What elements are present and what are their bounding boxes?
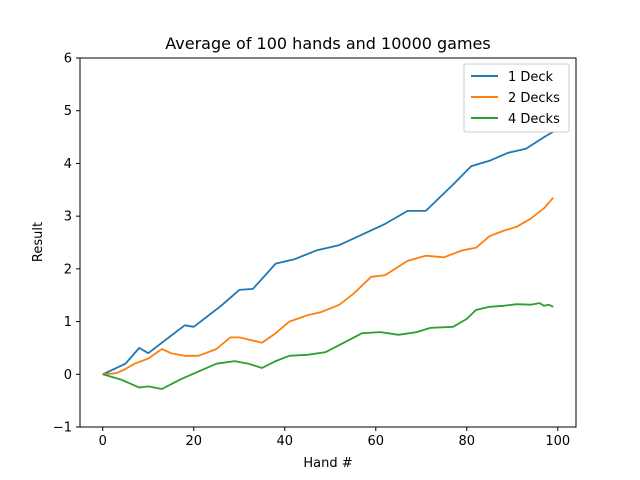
legend-label: 4 Decks [508,112,560,127]
x-axis-ticks: 0 20 40 60 80 100 [99,427,570,449]
series-line-2 [102,197,554,376]
plot-frame [79,57,577,428]
legend-label: 1 Deck [508,70,554,85]
y-tick-label: 2 [64,262,72,277]
x-tick-label: 20 [185,434,202,449]
x-tick-label: 60 [368,434,385,449]
legend-box [463,63,570,133]
series-lines [102,131,554,390]
legend-label: 2 Decks [508,91,560,106]
series-line-3 [102,302,554,390]
y-tick-label: 5 [64,104,72,119]
y-tick-label: 6 [64,52,72,67]
y-tick-label: 3 [64,210,72,225]
y-tick-label: −1 [53,421,72,436]
y-axis-ticks: −1 0 1 2 3 4 5 6 [53,52,80,436]
x-tick-label: 40 [276,434,293,449]
plot-area: 0 20 40 60 80 100 −1 0 1 2 3 4 5 6 [53,52,577,449]
chart-title: Average of 100 hands and 10000 games [165,34,490,53]
y-tick-label: 0 [64,368,72,383]
series-line-1 [102,131,554,376]
y-tick-label: 1 [64,315,72,330]
y-tick-label: 4 [64,157,72,172]
x-axis-label: Hand # [303,456,352,471]
legend: 1 Deck 2 Decks 4 Decks [463,63,570,133]
x-tick-label: 100 [545,434,570,449]
x-tick-label: 0 [99,434,107,449]
x-tick-label: 80 [459,434,476,449]
y-axis-label: Result [31,222,46,262]
